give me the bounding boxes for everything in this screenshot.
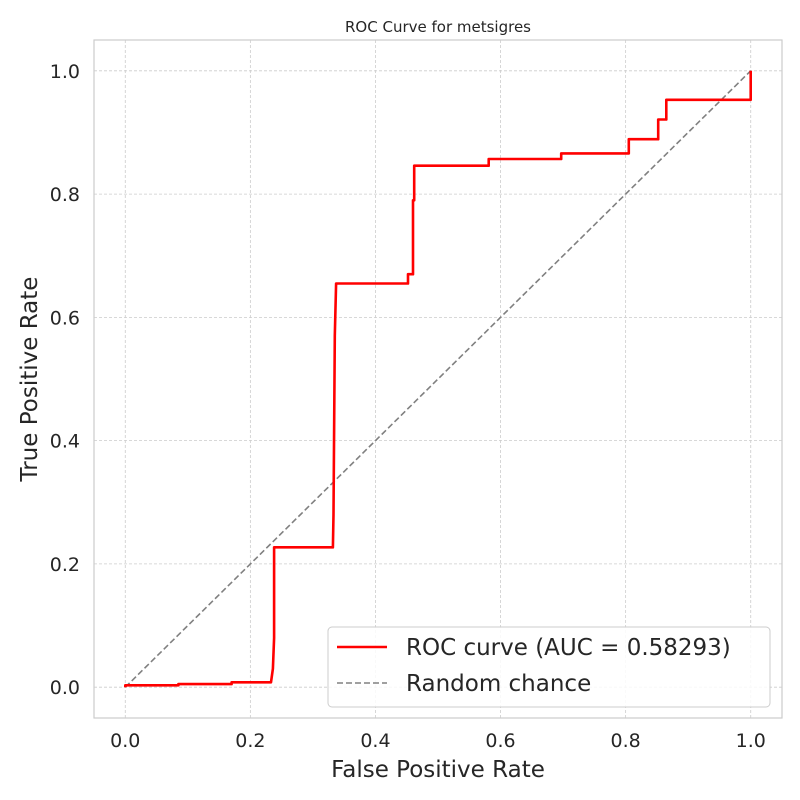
legend-entry-label: ROC curve (AUC = 0.58293) — [406, 635, 731, 661]
chart-title: ROC Curve for metsigres — [345, 18, 531, 36]
y-tick-label: 0.6 — [50, 307, 80, 329]
x-tick-label: 0.2 — [235, 730, 265, 752]
y-tick-label: 0.8 — [50, 184, 80, 206]
legend: ROC curve (AUC = 0.58293) Random chance — [327, 626, 771, 708]
y-tick-label: 0.4 — [50, 431, 80, 453]
random-chance-line — [124, 70, 752, 688]
plot-frame — [93, 39, 783, 719]
grid — [94, 40, 782, 718]
x-axis-label: False Positive Rate — [331, 757, 545, 783]
x-tick-label: 0.8 — [611, 730, 641, 752]
legend-box — [327, 626, 771, 708]
y-axis-label: True Positive Rate — [17, 277, 43, 483]
x-tick-label: 0.4 — [360, 730, 390, 752]
x-tick-label: 1.0 — [736, 730, 766, 752]
y-tick-label: 0.2 — [50, 554, 80, 576]
roc-curve-line — [124, 70, 753, 688]
legend-entry-label: Random chance — [406, 671, 591, 697]
tick-labels: 0.0 0.2 0.4 0.6 0.8 1.0 0.0 0.2 0.4 0.6 0.8 1.0 — [50, 61, 766, 752]
x-tick-label: 0.0 — [110, 730, 140, 752]
y-tick-label: 0.0 — [50, 677, 80, 699]
plot-area — [124, 70, 753, 688]
x-tick-label: 0.6 — [485, 730, 515, 752]
y-tick-label: 1.0 — [50, 61, 80, 83]
